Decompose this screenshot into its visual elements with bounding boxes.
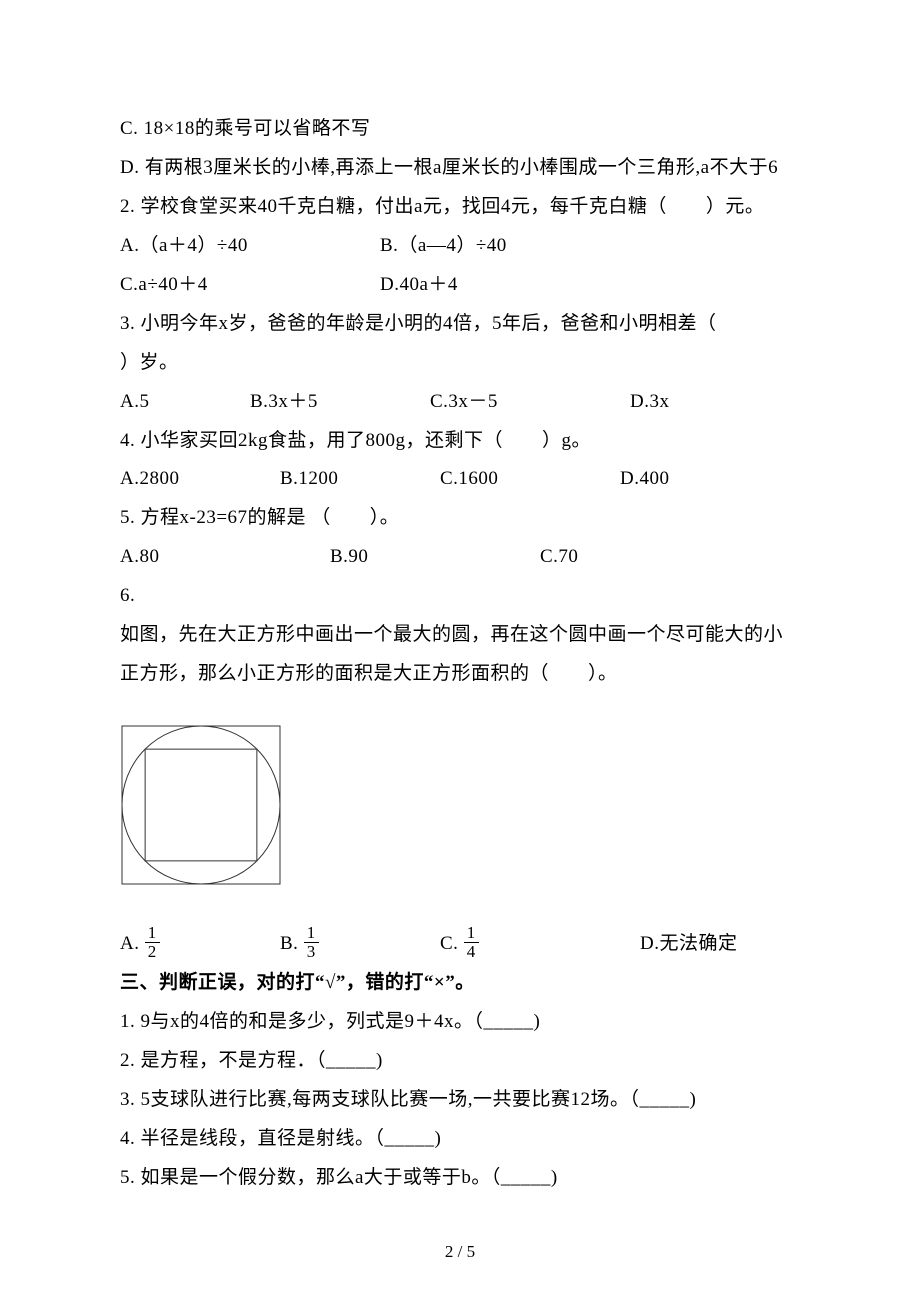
q6-stem-line3: 正方形，那么小正方形的面积是大正方形面积的（ ）。 xyxy=(120,655,800,694)
q2-options-row2: C.a÷40＋4 D.40a＋4 xyxy=(120,266,800,305)
q5-stem: 5. 方程x-23=67的解是 （ ）。 xyxy=(120,499,800,538)
q4-options: A.2800 B.1200 C.1600 D.400 xyxy=(120,460,800,499)
frac-den: 2 xyxy=(145,943,160,962)
frac-num: 1 xyxy=(145,924,160,944)
fraction-icon: 1 3 xyxy=(304,924,319,962)
q1-option-c: C. 18×18的乘号可以省略不写 xyxy=(120,110,800,149)
judge-1: 1. 9与x的4倍的和是多少，列式是9＋4x。（_____) xyxy=(120,1003,800,1042)
q6-figure xyxy=(120,724,800,895)
judge-5: 5. 如果是一个假分数，那么a大于或等于b。（_____) xyxy=(120,1159,800,1198)
q3-stem-line2: ）岁。 xyxy=(120,344,800,383)
q2-option-d: D.40a＋4 xyxy=(380,266,458,305)
q2-option-a: A.（a＋4）÷40 xyxy=(120,227,380,266)
section-3-heading: 三、判断正误，对的打“√”，错的打“×”。 xyxy=(120,964,800,1003)
q6-option-b: B. 1 3 xyxy=(280,925,440,964)
q3-stem-line1: 3. 小明今年x岁，爸爸的年龄是小明的4倍，5年后，爸爸和小明相差（ xyxy=(120,305,800,344)
q2-stem: 2. 学校食堂买来40千克白糖，付出a元，找回4元，每千克白糖（ ）元。 xyxy=(120,188,800,227)
q6-option-c: C. 1 4 xyxy=(440,925,640,964)
q6-stem-line1: 6. xyxy=(120,577,800,616)
q3-option-b: B.3x＋5 xyxy=(250,383,430,422)
q6-options: A. 1 2 B. 1 3 C. 1 4 D.无法确定 xyxy=(120,925,800,964)
q5-option-a: A.80 xyxy=(120,538,330,577)
judge-2: 2. 是方程，不是方程．（_____) xyxy=(120,1042,800,1081)
q6-a-prefix: A. xyxy=(120,933,139,954)
frac-den: 4 xyxy=(464,943,479,962)
q3-option-a: A.5 xyxy=(120,383,250,422)
q6-c-prefix: C. xyxy=(440,933,458,954)
q6-b-prefix: B. xyxy=(280,933,298,954)
q3-option-d: D.3x xyxy=(630,383,669,422)
q6-stem-line2: 如图，先在大正方形中画出一个最大的圆，再在这个圆中画一个尽可能大的小 xyxy=(120,616,800,655)
q4-option-b: B.1200 xyxy=(280,460,440,499)
frac-den: 3 xyxy=(304,943,319,962)
q4-option-a: A.2800 xyxy=(120,460,280,499)
square-circle-square-icon xyxy=(120,724,282,890)
frac-num: 1 xyxy=(304,924,319,944)
q6-option-a: A. 1 2 xyxy=(120,925,280,964)
fraction-icon: 1 4 xyxy=(464,924,479,962)
judge-4: 4. 半径是线段，直径是射线。（_____) xyxy=(120,1120,800,1159)
judge-3: 3. 5支球队进行比赛,每两支球队比赛一场,一共要比赛12场。（_____) xyxy=(120,1081,800,1120)
q4-option-c: C.1600 xyxy=(440,460,620,499)
q5-option-b: B.90 xyxy=(330,538,540,577)
q3-option-c: C.3x－5 xyxy=(430,383,630,422)
q2-options-row1: A.（a＋4）÷40 B.（a—4）÷40 xyxy=(120,227,800,266)
q5-option-c: C.70 xyxy=(540,538,578,577)
q3-options: A.5 B.3x＋5 C.3x－5 D.3x xyxy=(120,383,800,422)
fraction-icon: 1 2 xyxy=(145,924,160,962)
page-number: 2 / 5 xyxy=(0,1242,920,1262)
frac-num: 1 xyxy=(464,924,479,944)
q6-option-d: D.无法确定 xyxy=(640,925,737,964)
q2-option-c: C.a÷40＋4 xyxy=(120,266,380,305)
q4-option-d: D.400 xyxy=(620,460,669,499)
q2-option-b: B.（a—4）÷40 xyxy=(380,227,507,266)
q1-option-d: D. 有两根3厘米长的小棒,再添上一根a厘米长的小棒围成一个三角形,a不大于6 xyxy=(120,149,800,188)
q4-stem: 4. 小华家买回2kg食盐，用了800g，还剩下（ ）g。 xyxy=(120,422,800,461)
q5-options: A.80 B.90 C.70 xyxy=(120,538,800,577)
